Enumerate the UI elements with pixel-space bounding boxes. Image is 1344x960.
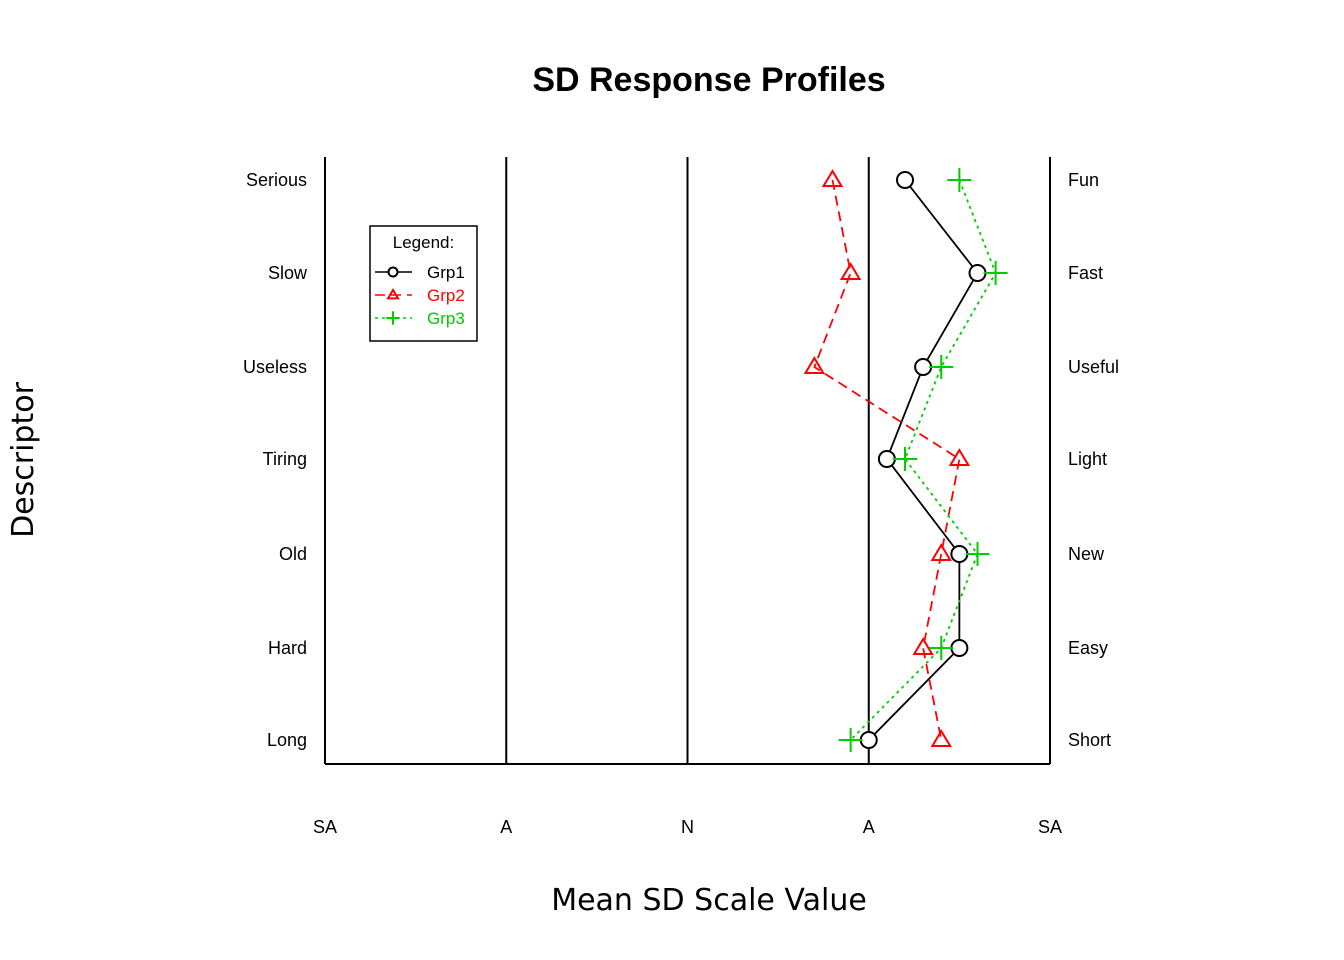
series-grp1-point-0 (896, 171, 914, 189)
vertical-gridlines (505, 157, 870, 764)
series-grp1-point-3 (877, 450, 896, 468)
x-tick-label-3: A (863, 817, 875, 837)
series-grp2-point-2 (803, 356, 826, 375)
x-tick-label-1: A (500, 817, 512, 837)
right-descriptor-3: Light (1068, 449, 1107, 469)
series-grp2-point-6 (930, 729, 952, 748)
left-descriptor-4: Old (279, 544, 307, 564)
legend: Legend: Grp1 Grp2 Grp3 (369, 225, 478, 342)
x-axis-title: Mean SD Scale Value (551, 883, 867, 918)
left-descriptor-6: Long (267, 730, 307, 750)
legend-label-grp1: Grp1 (427, 263, 465, 282)
right-descriptor-4: New (1068, 544, 1105, 564)
left-descriptor-1: Slow (268, 263, 308, 283)
series-layer (803, 168, 1008, 752)
x-tick-label-4: SA (1038, 817, 1062, 837)
series-grp1-point-4 (950, 545, 969, 563)
left-descriptor-3: Tiring (263, 449, 307, 469)
legend-box (369, 225, 478, 342)
legend-title: Legend: (393, 233, 454, 252)
series-grp2-point-3 (948, 448, 971, 467)
x-tick-label-2: N (681, 817, 694, 837)
series-grp2-point-1 (839, 262, 862, 281)
right-descriptor-0: Fun (1068, 170, 1099, 190)
series-grp2-point-4 (930, 543, 952, 562)
series-grp1 (859, 171, 987, 749)
chart-title: SD Response Profiles (532, 61, 885, 99)
series-grp1-point-1 (968, 264, 987, 282)
x-tick-labels: SA A N A SA (313, 817, 1062, 837)
series-grp1-point-2 (914, 358, 933, 376)
series-grp3-point-5 (929, 636, 954, 660)
series-grp1-point-6 (859, 731, 878, 749)
series-grp2 (803, 169, 971, 748)
series-grp3-point-1 (983, 261, 1008, 285)
right-descriptor-1: Fast (1068, 263, 1103, 283)
series-grp3-point-3 (893, 447, 917, 471)
left-descriptor-0: Serious (246, 170, 307, 190)
right-descriptor-2: Useful (1068, 357, 1119, 377)
series-grp3 (838, 168, 1008, 752)
series-grp3-line (849, 179, 997, 741)
series-grp2-point-0 (821, 169, 844, 188)
y-axis-title: Descriptor (6, 381, 41, 538)
right-descriptor-labels: Fun Fast Useful Light New Easy Short (1068, 170, 1119, 750)
left-descriptor-2: Useless (243, 357, 307, 377)
right-descriptor-6: Short (1068, 730, 1111, 750)
series-grp3-point-0 (947, 168, 972, 192)
series-grp2-point-5 (912, 637, 934, 656)
series-grp3-point-2 (929, 355, 954, 379)
right-descriptor-5: Easy (1068, 638, 1108, 658)
legend-label-grp3: Grp3 (427, 309, 465, 328)
left-descriptor-5: Hard (268, 638, 307, 658)
x-tick-label-0: SA (313, 817, 337, 837)
series-grp1-point-5 (950, 639, 969, 657)
legend-marker-grp1 (387, 266, 399, 278)
series-grp3-point-4 (965, 542, 990, 566)
series-grp3-point-6 (838, 728, 863, 752)
left-descriptor-labels: Serious Slow Useless Tiring Old Hard Long (243, 170, 308, 750)
legend-label-grp2: Grp2 (427, 286, 465, 305)
legend-marker-grp3 (386, 311, 400, 325)
legend-marker-grp2 (386, 288, 400, 300)
